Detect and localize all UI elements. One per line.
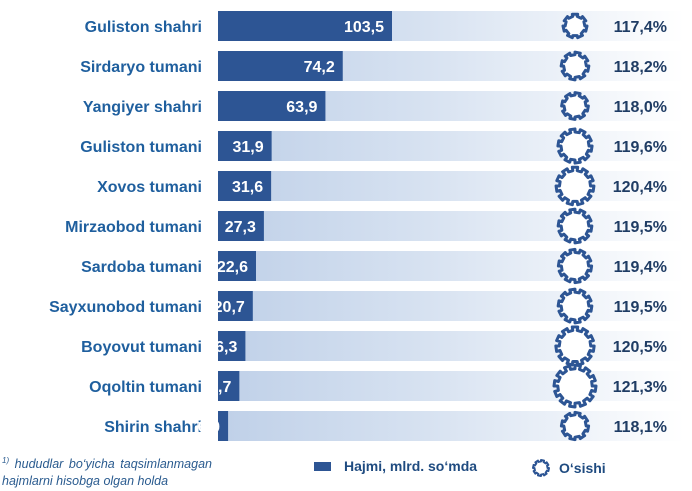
bar: [218, 171, 272, 201]
chart-row: Guliston tumani 31,9 119,6%: [80, 127, 684, 165]
gear-icon-shape: [532, 459, 550, 477]
footnote-marker: 1): [2, 456, 10, 465]
growth-gear-marker: [559, 410, 591, 442]
bar-value-label: 16,3: [206, 339, 237, 356]
chart-row: Xovos tumani 31,6 120,4%: [97, 165, 684, 207]
row-background: [218, 331, 684, 361]
bar: [218, 91, 326, 121]
growth-value-label: 118,2%: [614, 59, 667, 76]
bar-value-label: 63,9: [286, 99, 317, 116]
category-label: Sayxunobod tumani: [49, 299, 202, 316]
growth-gear-marker: [552, 363, 598, 409]
legend-label-volume: Hajmi, mlrd. so‘mda: [344, 458, 478, 474]
bar-value-label: 22,6: [217, 259, 248, 276]
growth-gear-marker: [556, 247, 594, 285]
chart-row: Guliston shahri 103,5 117,4%: [85, 11, 684, 41]
category-label: Sirdaryo tumani: [80, 59, 202, 76]
category-label: Shirin shahri: [104, 419, 202, 436]
row-background: [218, 411, 684, 441]
chart-row: Boyovut tumani 16,3 120,5%: [81, 325, 684, 367]
legend-swatch-bar: [314, 461, 331, 471]
bar: [218, 51, 343, 81]
growth-gear-marker: [556, 127, 594, 165]
category-label: Boyovut tumani: [81, 339, 202, 356]
growth-gear-marker: [554, 325, 596, 367]
chart-row: Mirzaobod tumani 27,3 119,5%: [65, 207, 684, 245]
bar-value-label: 27,3: [225, 219, 256, 236]
row-background: [218, 291, 684, 321]
category-label: Yangiyer shahri: [83, 99, 202, 116]
growth-value-label: 117,4%: [614, 19, 667, 36]
bar: [218, 291, 253, 321]
row-background: [218, 211, 684, 241]
growth-value-label: 119,5%: [614, 219, 667, 236]
bar: [218, 211, 264, 241]
gear-icon: [532, 459, 550, 477]
bar-value-label: 31,9: [232, 139, 263, 156]
growth-value-label: 118,0%: [614, 99, 667, 116]
row-background: [218, 131, 684, 161]
legend-item-growth: O‘sishi: [531, 458, 606, 478]
bar-value-label: 31,6: [232, 179, 263, 196]
category-label: Mirzaobod tumani: [65, 219, 202, 236]
row-background: [218, 251, 684, 281]
category-label: Oqoltin tumani: [89, 379, 202, 396]
chart-row: Sayxunobod tumani 20,7 119,5%: [49, 287, 684, 325]
growth-gear-marker: [559, 50, 591, 82]
growth-gear-marker: [554, 165, 596, 207]
row-background: [218, 371, 684, 401]
legend-label-growth: O‘sishi: [559, 460, 606, 476]
bar: [218, 411, 229, 441]
footnote-text: hududlar bo‘yicha taqsimlanmagan hajmlar…: [2, 457, 212, 488]
category-label: Xovos tumani: [97, 179, 202, 196]
category-label: Sardoba tumani: [81, 259, 202, 276]
growth-gear-marker: [556, 207, 594, 245]
bar-value-label: 6,0: [198, 419, 220, 436]
growth-gear-marker: [561, 12, 589, 40]
growth-value-label: 118,1%: [614, 419, 667, 436]
row-background: [218, 171, 684, 201]
growth-gear-marker: [560, 91, 590, 121]
bar-value-label: 74,2: [304, 59, 335, 76]
footnote: 1) hududlar bo‘yicha taqsimlanmagan hajm…: [2, 452, 212, 490]
growth-value-label: 120,4%: [613, 179, 667, 196]
chart-row: Sirdaryo tumani 74,2 118,2%: [80, 50, 684, 82]
bar: [218, 11, 392, 41]
bar-value-label: 12,7: [200, 379, 231, 396]
bar-chart: Guliston shahri 103,5 117,4% Sirdaryo tuman…: [49, 11, 684, 442]
growth-value-label: 119,5%: [614, 299, 667, 316]
bar: [218, 251, 256, 281]
category-label: Guliston shahri: [85, 19, 202, 36]
category-label: Guliston tumani: [80, 139, 202, 156]
bar-value-label: 103,5: [344, 19, 384, 36]
bar: [218, 371, 240, 401]
legend-item-volume: Hajmi, mlrd. so‘mda: [314, 458, 477, 474]
bar: [218, 131, 272, 161]
bar-value-label: 20,7: [214, 299, 245, 316]
growth-value-label: 119,6%: [614, 139, 667, 156]
bar: [218, 331, 246, 361]
growth-gear-marker: [556, 287, 594, 325]
growth-value-label: 119,4%: [614, 259, 667, 276]
growth-value-label: 121,3%: [613, 379, 667, 396]
growth-value-label: 120,5%: [613, 339, 667, 356]
chart-row: Sardoba tumani 22,6 119,4%: [81, 247, 684, 285]
chart-row: Yangiyer shahri 63,9 118,0%: [83, 91, 684, 121]
